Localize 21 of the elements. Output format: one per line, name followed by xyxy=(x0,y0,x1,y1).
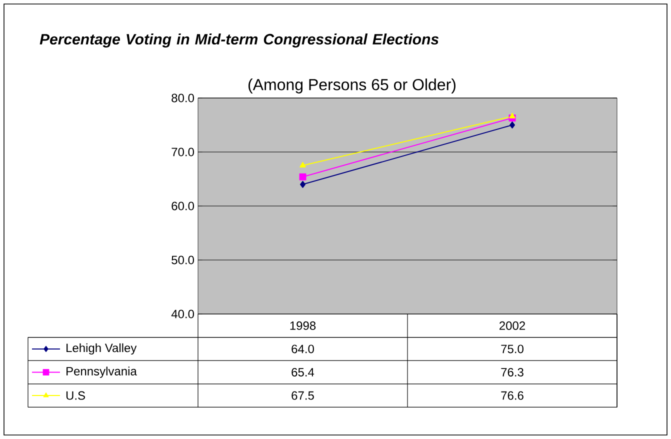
data-label: 67.5 xyxy=(292,391,314,400)
point xyxy=(510,122,516,129)
data-label: 75.0 xyxy=(501,344,524,354)
point xyxy=(300,180,306,188)
legend-label: U.S xyxy=(66,391,85,400)
data-label: 76.6 xyxy=(501,391,524,400)
y-tick-label: 40.0 xyxy=(171,310,194,318)
chart-title: Percentage Voting in Mid-term Congressional Elections xyxy=(40,34,439,48)
data-label: 76.3 xyxy=(501,368,524,376)
y-tick-label: 80.0 xyxy=(172,94,194,102)
x-tick-label: 2002 xyxy=(500,321,525,330)
legend-label: Lehigh Valley xyxy=(66,343,137,355)
legend-label: Pennsylvania xyxy=(66,366,137,378)
data-label: 65.4 xyxy=(292,368,314,376)
y-tick-label: 70.0 xyxy=(172,148,194,156)
y-tick-label: 60.0 xyxy=(172,202,194,210)
data-label: 64.0 xyxy=(292,344,314,354)
point xyxy=(299,173,306,180)
chart-subtitle: (Among Persons 65 or Older) xyxy=(248,78,456,94)
x-tick-label: 1998 xyxy=(290,321,316,330)
y-tick-label: 50.0 xyxy=(172,256,194,264)
